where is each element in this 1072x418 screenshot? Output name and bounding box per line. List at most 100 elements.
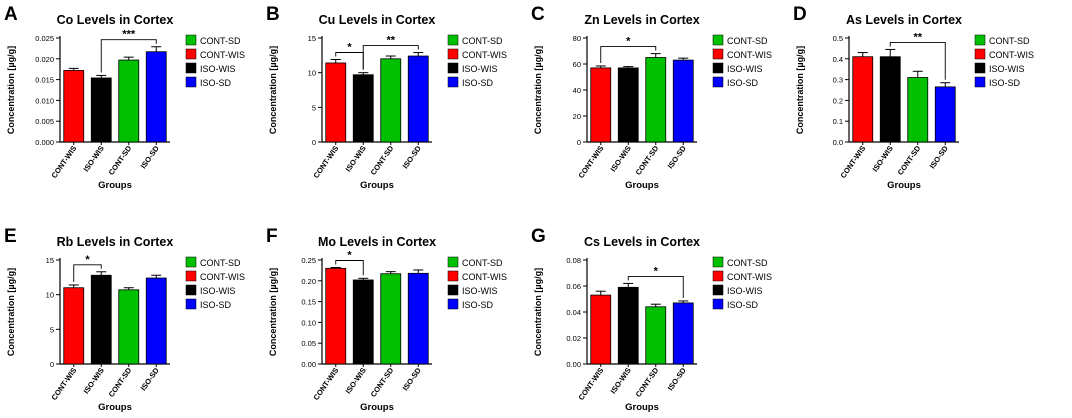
y-tick-label: 0.005	[35, 117, 54, 126]
significance-bracket	[627, 275, 684, 298]
significance-bracket	[100, 39, 157, 73]
legend-swatch	[974, 34, 986, 46]
significance-bracket	[889, 41, 946, 80]
legend-swatch	[447, 48, 459, 60]
legend-swatch	[712, 76, 724, 88]
panel-letter: F	[266, 226, 278, 247]
y-tick-label: 80	[573, 34, 581, 43]
chart-title: Zn Levels in Cortex	[584, 13, 699, 27]
bar-iso-sd	[145, 277, 167, 365]
x-tick-label: CONT-SD	[107, 366, 134, 399]
legend-swatch	[712, 256, 724, 268]
x-axis-label: Groups	[98, 402, 132, 413]
significance-label: **	[386, 35, 395, 47]
legend-label: CONT-WIS	[200, 50, 245, 60]
legend-label: CONT-SD	[727, 36, 768, 46]
x-axis-label: Groups	[625, 180, 659, 191]
x-tick-label: CONT-WIS	[312, 366, 341, 402]
panel-a: A Co Levels in Cortex Concentration [µg/g]…	[4, 4, 245, 191]
x-axis-label: Groups	[360, 180, 394, 191]
y-tick-label: 0.25	[301, 256, 316, 265]
legend-swatch	[974, 62, 986, 74]
legend-label: ISO-WIS	[462, 64, 498, 74]
y-tick-label: 15	[308, 34, 316, 43]
y-tick-label: 0.00	[301, 360, 316, 369]
chart-title: As Levels in Cortex	[846, 13, 962, 27]
x-tick-label: ISO-SD	[666, 144, 689, 171]
x-tick-label: ISO-SD	[401, 144, 424, 171]
legend-swatch	[185, 76, 197, 88]
legend-swatch	[185, 256, 197, 268]
y-tick-label: 20	[573, 112, 581, 121]
legend-label: ISO-WIS	[462, 286, 498, 296]
bar-cont-sd	[645, 57, 667, 143]
panel-letter: A	[4, 4, 18, 25]
legend-swatch	[185, 298, 197, 310]
y-tick-label: 0.000	[35, 138, 54, 147]
bar-cont-sd	[380, 273, 402, 365]
significance-bracket	[362, 45, 419, 70]
x-tick-label: ISO-WIS	[609, 366, 633, 395]
bar-iso-sd	[407, 55, 429, 143]
legend-swatch	[447, 34, 459, 46]
y-tick-label: 0.06	[566, 282, 581, 291]
bar-iso-wis	[90, 274, 112, 365]
legend-swatch	[712, 34, 724, 46]
legend-swatch	[712, 298, 724, 310]
y-tick-label: 10	[308, 69, 316, 78]
legend-label: CONT-SD	[200, 36, 241, 46]
y-tick-label: 0.10	[301, 318, 316, 327]
bar-cont-wis	[590, 294, 612, 365]
chart-title: Mo Levels in Cortex	[318, 235, 436, 249]
y-tick-label: 0.04	[566, 308, 581, 317]
legend-swatch	[712, 48, 724, 60]
legend-label: ISO-SD	[200, 78, 232, 88]
legend-label: ISO-SD	[727, 78, 759, 88]
x-tick-label: CONT-WIS	[577, 144, 606, 180]
legend-label: CONT-SD	[462, 258, 503, 268]
legend-label: ISO-SD	[727, 300, 759, 310]
y-tick-label: 0.08	[566, 256, 581, 265]
y-tick-label: 0.1	[833, 117, 843, 126]
y-tick-label: 0	[312, 138, 316, 147]
x-tick-label: CONT-SD	[634, 366, 661, 399]
x-tick-label: ISO-WIS	[344, 366, 368, 395]
bar-iso-wis	[617, 286, 639, 365]
legend-label: CONT-WIS	[727, 50, 772, 60]
x-tick-label: ISO-WIS	[344, 144, 368, 173]
legend-swatch	[185, 48, 197, 60]
panel-e: E Rb Levels in Cortex Concentration [µg/g]…	[4, 226, 245, 413]
legend-swatch	[712, 284, 724, 296]
x-axis-label: Groups	[98, 180, 132, 191]
bar-iso-wis	[617, 67, 639, 143]
x-tick-label: ISO-WIS	[871, 144, 895, 173]
x-tick-label: CONT-WIS	[312, 144, 341, 180]
significance-label: *	[85, 254, 90, 266]
chart-title: Cu Levels in Cortex	[319, 13, 436, 27]
legend-swatch	[974, 48, 986, 60]
y-tick-label: 0.4	[833, 55, 843, 64]
significance-label: *	[626, 36, 631, 48]
x-tick-label: CONT-SD	[634, 144, 661, 177]
legend-swatch	[447, 76, 459, 88]
legend-label: ISO-WIS	[200, 64, 236, 74]
legend-label: CONT-SD	[200, 258, 241, 268]
x-tick-label: CONT-WIS	[839, 144, 868, 180]
legend-label: ISO-WIS	[727, 286, 763, 296]
x-tick-label: CONT-SD	[369, 144, 396, 177]
legend-label: ISO-SD	[462, 78, 494, 88]
significance-label: *	[654, 265, 659, 277]
x-axis-label: Groups	[887, 180, 921, 191]
legend-label: CONT-SD	[727, 258, 768, 268]
y-axis-label: Concentration [µg/g]	[6, 46, 16, 134]
bar-iso-wis	[352, 279, 374, 365]
y-tick-label: 0.00	[566, 360, 581, 369]
significance-label: **	[913, 31, 922, 43]
x-tick-label: CONT-WIS	[50, 366, 79, 402]
legend-swatch	[185, 284, 197, 296]
panel-letter: B	[266, 4, 280, 25]
panel-c: C Zn Levels in Cortex Concentration [µg/g]…	[531, 4, 772, 191]
bar-cont-sd	[380, 58, 402, 143]
bar-iso-wis	[90, 77, 112, 143]
y-axis-label: Concentration [µg/g]	[533, 268, 543, 356]
